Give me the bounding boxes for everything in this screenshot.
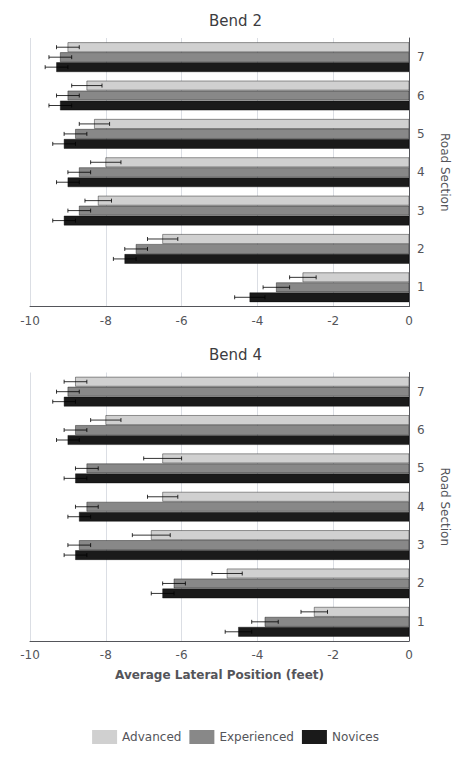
svg-text:1: 1 [417, 615, 425, 629]
svg-text:4: 4 [417, 165, 425, 179]
svg-text:Road Section: Road Section [438, 133, 452, 212]
svg-text:-8: -8 [100, 314, 112, 328]
svg-text:5: 5 [417, 127, 425, 141]
svg-text:Advanced: Advanced [122, 730, 181, 744]
svg-text:6: 6 [417, 89, 425, 103]
svg-text:-4: -4 [251, 648, 263, 662]
svg-text:1: 1 [417, 280, 425, 294]
svg-text:-6: -6 [176, 314, 188, 328]
svg-text:Bend 4: Bend 4 [209, 346, 262, 364]
svg-text:Novices: Novices [332, 730, 379, 744]
svg-text:-4: -4 [251, 314, 263, 328]
svg-text:-6: -6 [176, 648, 188, 662]
svg-text:-10: -10 [20, 314, 40, 328]
svg-text:3: 3 [417, 538, 425, 552]
svg-text:Experienced: Experienced [219, 730, 294, 744]
svg-text:-2: -2 [327, 314, 339, 328]
svg-text:5: 5 [417, 461, 425, 475]
svg-text:-10: -10 [20, 648, 40, 662]
svg-text:-2: -2 [327, 648, 339, 662]
svg-text:0: 0 [405, 314, 413, 328]
svg-text:Road Section: Road Section [438, 467, 452, 546]
svg-text:0: 0 [405, 648, 413, 662]
svg-text:7: 7 [417, 385, 425, 399]
svg-text:2: 2 [417, 576, 425, 590]
svg-text:3: 3 [417, 204, 425, 218]
svg-text:Average Lateral Position (feet: Average Lateral Position (feet) [115, 668, 324, 682]
svg-text:6: 6 [417, 423, 425, 437]
svg-text:2: 2 [417, 242, 425, 256]
svg-text:-8: -8 [100, 648, 112, 662]
svg-text:Bend 2: Bend 2 [209, 12, 262, 30]
svg-text:4: 4 [417, 500, 425, 514]
svg-text:7: 7 [417, 50, 425, 64]
